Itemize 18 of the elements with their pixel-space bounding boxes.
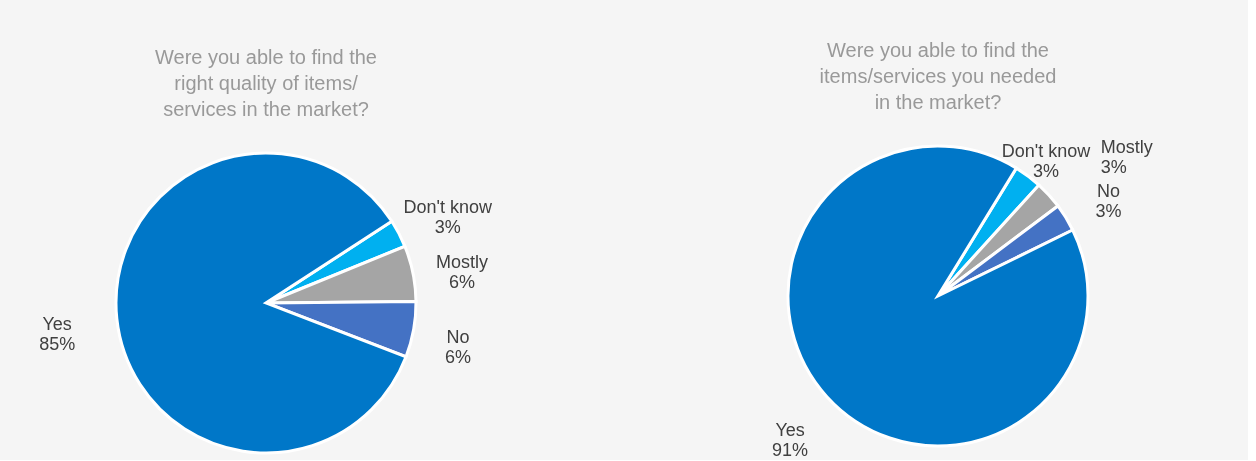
slice-label: Don't know	[1001, 141, 1092, 162]
data-label: 6%	[449, 272, 476, 293]
slice-label: Yes	[42, 313, 72, 334]
slice-label: Don't know	[403, 197, 493, 218]
slice-label: No	[1097, 180, 1121, 201]
slice-label: Mostly	[1100, 136, 1153, 157]
data-label: 91%	[772, 439, 809, 460]
data-label: 3%	[1100, 156, 1127, 177]
data-label: 85%	[39, 333, 76, 354]
data-label: 6%	[444, 346, 471, 367]
data-label: 3%	[434, 217, 461, 238]
chart-title: Were you able to find the right quality of items/ services in the market?	[155, 46, 377, 120]
data-label: 3%	[1095, 200, 1122, 221]
data-label: 3%	[1033, 161, 1060, 182]
slice-label: Yes	[775, 419, 805, 440]
chart-title: Were you able to find the items/services you needed in the market?	[819, 39, 1057, 113]
slice-label: No	[446, 326, 470, 347]
slice-label: Mostly	[436, 252, 489, 273]
